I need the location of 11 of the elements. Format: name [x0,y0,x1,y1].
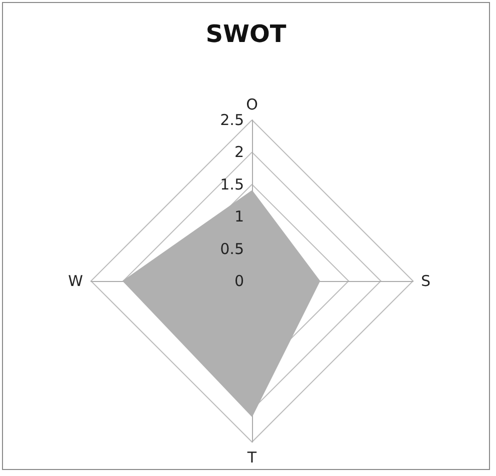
y-tick-label: 0.5 [220,240,244,258]
chart-title: SWOT [206,20,287,48]
spoke-label: T [246,448,258,466]
y-tick-label: 1.5 [220,175,244,194]
y-tick-label: 1 [234,208,244,226]
spoke-label: O [246,96,258,114]
spoke-label: W [68,272,84,290]
y-tick-label: 0 [234,272,244,290]
y-tick-label: 2 [234,143,244,162]
spoke-label: S [421,272,431,290]
y-tick-label: 2.5 [220,111,244,129]
